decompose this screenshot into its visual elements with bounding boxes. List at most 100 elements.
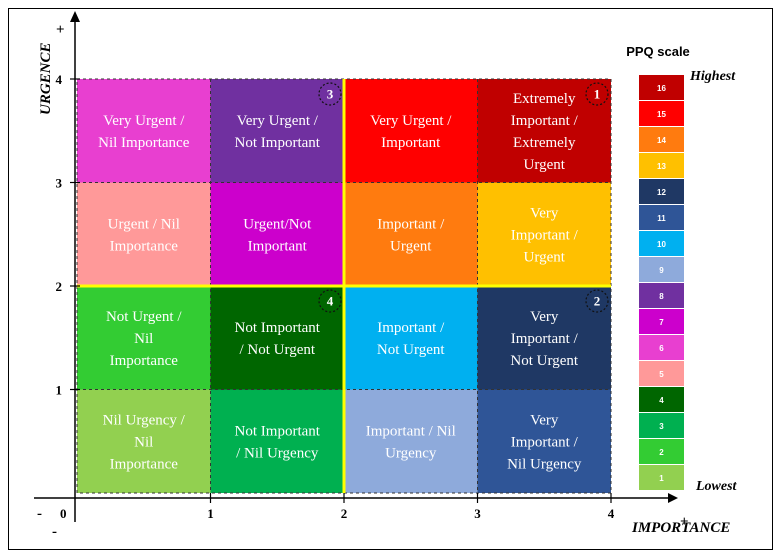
quadrant-badges: 1 2 3 4 xyxy=(318,82,609,313)
scale-level-swatch xyxy=(639,101,684,126)
matrix-cell-label: Not Important xyxy=(235,320,321,336)
matrix-cell-label: Important xyxy=(248,238,308,254)
quadrant-badge-circle xyxy=(318,82,342,106)
quadrant-badge-circle xyxy=(585,82,609,106)
matrix-cell-bg xyxy=(77,79,211,183)
y-plus-sign: + xyxy=(56,22,65,38)
x-tick-label: 2 xyxy=(341,506,348,521)
scale-level-swatch xyxy=(639,361,684,386)
matrix-cell-label: / Nil Urgency xyxy=(236,445,319,461)
scale-level-swatch xyxy=(639,413,684,438)
matrix-cell: Important / Nil Urgency xyxy=(344,389,478,493)
matrix-cell-label: Important / Nil xyxy=(366,423,456,439)
x-tick-label: 1 xyxy=(207,506,214,521)
quadrant-badge: 4 xyxy=(318,289,342,313)
matrix-cell-label: Urgent xyxy=(524,249,566,265)
scale-highest-label: Highest xyxy=(689,69,736,84)
matrix-cell: Very Important / Nil Urgency xyxy=(477,389,611,493)
scale-level-swatch xyxy=(639,205,684,230)
quadrant-badge-circle xyxy=(318,289,342,313)
matrix-cell: Not Important / Not Urgent xyxy=(210,286,344,390)
matrix-cell-bg xyxy=(477,286,611,390)
scale-level-label: 3 xyxy=(659,422,664,431)
matrix-cell-label: Very xyxy=(530,309,559,325)
x-plus-sign: + xyxy=(680,514,689,530)
matrix-cell-label: Importance xyxy=(110,456,179,472)
matrix-cell-bg xyxy=(344,286,478,390)
matrix-cell: Very Urgent / Not Important xyxy=(210,79,344,183)
quadrant-badge-label: 1 xyxy=(594,87,601,102)
matrix-cell-label: Important / xyxy=(511,434,579,450)
scale-level-label: 15 xyxy=(657,110,666,119)
scale-level-swatch xyxy=(639,439,684,464)
matrix-cell-bg xyxy=(77,286,211,390)
matrix-cell-label: Urgency xyxy=(385,445,437,461)
matrix-cell: Important / Not Urgent xyxy=(344,286,478,390)
matrix-cell-label: Nil xyxy=(134,331,153,347)
scale-level-label: 16 xyxy=(657,84,666,93)
matrix-cell-label: Urgent xyxy=(524,157,566,173)
matrix-cell-label: Important / xyxy=(511,227,579,243)
quadrant-badge: 1 xyxy=(585,82,609,106)
matrix-cell: Not Important / Nil Urgency xyxy=(210,389,344,493)
matrix-cell-label: Importance xyxy=(110,353,179,369)
quadrant-badge-label: 2 xyxy=(594,294,601,309)
matrix-cell-label: Not Important xyxy=(235,135,321,151)
scale-level-label: 4 xyxy=(659,396,664,405)
matrix-cell-label: Extremely xyxy=(513,91,576,107)
scale-level-swatch xyxy=(639,335,684,360)
scale-level-swatch xyxy=(639,257,684,282)
matrix-cell-label: Very xyxy=(530,205,559,221)
scale-level-label: 10 xyxy=(657,240,666,249)
matrix-cell-label: Important / xyxy=(511,331,579,347)
matrix-cell: Very Urgent / Important xyxy=(344,79,478,183)
scale-level-label: 14 xyxy=(657,136,666,145)
scale-level-label: 7 xyxy=(659,318,664,327)
scale-level-swatch xyxy=(639,179,684,204)
matrix-cell-bg xyxy=(210,389,344,493)
origin-label: 0 xyxy=(60,506,67,521)
matrix-cell-bg xyxy=(477,182,611,286)
x-axis-arrow xyxy=(668,493,678,503)
y-tick-label: 2 xyxy=(56,279,63,294)
matrix-cell-label: Urgent/Not xyxy=(243,216,312,232)
ppq-scale-bar: 16 15 14 13 12 11 10 9 8 7 6 5 4 3 2 1 xyxy=(639,75,684,490)
quadrant-badge-label: 4 xyxy=(327,294,334,309)
matrix-cell-label: Not Urgent / xyxy=(106,309,182,325)
matrix-cell: Nil Urgency / Nil Importance xyxy=(77,389,211,493)
matrix-cell-bg xyxy=(210,182,344,286)
scale-level-label: 8 xyxy=(659,292,664,301)
matrix-cell-bg xyxy=(210,79,344,183)
matrix-cell: Very Urgent / Nil Importance xyxy=(77,79,211,183)
scale-level-swatch xyxy=(639,309,684,334)
matrix-cell-bg xyxy=(77,389,211,493)
matrix-cell-label: Importance xyxy=(110,238,179,254)
matrix-cell-bg xyxy=(344,79,478,183)
scale-level-label: 13 xyxy=(657,162,666,171)
matrix-cell-label: Nil Urgency xyxy=(507,456,582,472)
matrix-cell-label: Very Urgent / xyxy=(370,113,452,129)
scale-level-swatch xyxy=(639,153,684,178)
scale-level-swatch xyxy=(639,387,684,412)
matrix-cell-label: Important / xyxy=(511,113,579,129)
diagram-frame xyxy=(8,8,773,550)
matrix-cell: Urgent / Nil Importance xyxy=(77,182,211,286)
x-axis-title: IMPORTANCE xyxy=(631,520,730,536)
scale-level-label: 1 xyxy=(659,474,664,483)
quadrant-badge-label: 3 xyxy=(327,87,334,102)
matrix-cell: Very Important / Not Urgent xyxy=(477,286,611,390)
scale-lowest-label: Lowest xyxy=(695,479,738,494)
quadrant-badge: 2 xyxy=(585,289,609,313)
y-axis-title: URGENCE xyxy=(38,42,54,115)
matrix-cell-bg xyxy=(77,182,211,286)
matrix-cell-label: Important xyxy=(381,135,441,151)
matrix-cell-label: Not Urgent xyxy=(377,342,445,358)
y-axis-arrow xyxy=(70,11,80,22)
matrix-cell: Very Important / Urgent xyxy=(477,182,611,286)
matrix-cell-label: Extremely xyxy=(513,135,576,151)
scale-level-swatch xyxy=(639,127,684,152)
scale-level-label: 12 xyxy=(657,188,666,197)
quadrant-badge-circle xyxy=(585,289,609,313)
